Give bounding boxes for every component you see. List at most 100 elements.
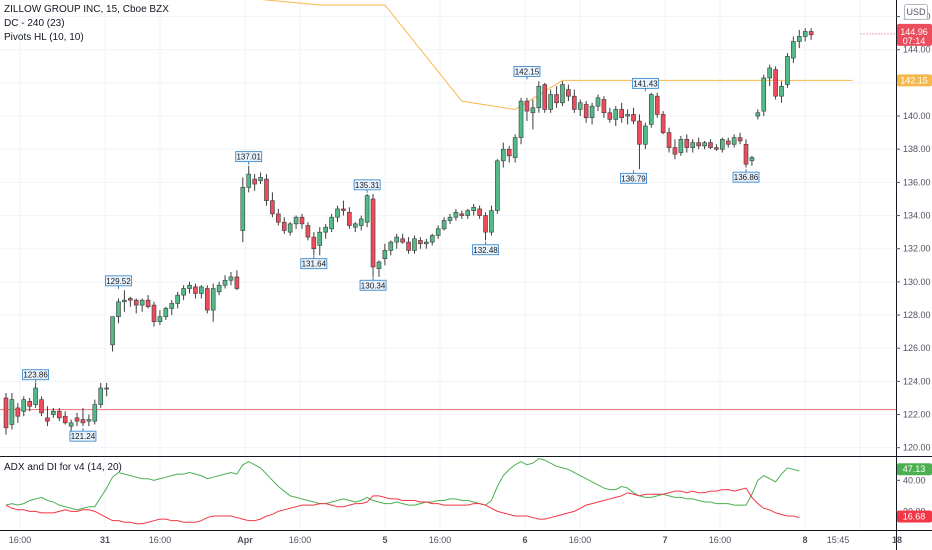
candlestick-series <box>3 28 814 435</box>
candle-body <box>104 387 109 390</box>
price-tick-label: 120.00 <box>903 443 931 453</box>
candle-body <box>690 142 696 148</box>
candle-body <box>258 177 263 182</box>
candle-body <box>400 238 405 243</box>
currency-button[interactable]: USD <box>904 4 928 20</box>
candle-body <box>9 399 15 425</box>
adx-indicator-label[interactable]: ADX and DI for v4 (14, 20) <box>4 462 122 473</box>
pivot-label: 137.01 <box>236 153 261 162</box>
last-price-value: 144.96 <box>900 27 928 37</box>
candle-body <box>299 216 305 225</box>
pivot-label: 136.86 <box>734 173 759 182</box>
time-tick-label: 7 <box>662 535 667 545</box>
candle-body <box>157 316 163 322</box>
candle-body <box>577 102 583 110</box>
candle-body <box>163 308 169 318</box>
donchian-channel-line <box>261 0 853 110</box>
candle-body <box>74 417 80 422</box>
candle-body <box>80 419 86 424</box>
candle-body <box>536 85 542 109</box>
candle-body <box>264 178 269 201</box>
candle-body <box>447 216 453 221</box>
indicator-pivots-label[interactable]: Pivots HL (10, 10) <box>4 32 84 43</box>
time-tick-label: 16:00 <box>709 535 732 545</box>
candle-body <box>122 299 127 303</box>
candle-body <box>459 213 465 216</box>
di-plus-line <box>5 458 800 511</box>
candle-body <box>388 241 394 251</box>
price-tick-label: 124.00 <box>903 376 931 386</box>
candle-body <box>222 279 228 286</box>
time-tick-label: 16:00 <box>9 535 32 545</box>
time-tick-label: 15:45 <box>827 535 850 545</box>
pivot-label: 130.34 <box>361 281 386 290</box>
price-axis-bg <box>897 0 932 456</box>
candle-body <box>441 220 447 230</box>
candle-body <box>684 138 690 148</box>
price-tick-label: 126.00 <box>903 343 931 353</box>
candle-body <box>210 288 216 311</box>
candle-body <box>169 303 175 309</box>
candle-body <box>435 228 441 236</box>
candle-body <box>708 142 713 148</box>
candle-body <box>287 223 293 233</box>
candle-body <box>808 31 814 36</box>
candle-body <box>270 200 275 215</box>
pivot-label: 135.31 <box>355 181 380 190</box>
donchian-upper-line <box>261 0 853 110</box>
candle-body <box>252 178 257 185</box>
candle-body <box>648 94 654 125</box>
candle-body <box>802 31 808 37</box>
time-axis[interactable]: 16:00 31 16:00 Apr 16:00 5 16:00 6 16:00 7 16:00 8 1… <box>9 535 902 545</box>
di-minus-line <box>5 487 800 525</box>
candle-body <box>341 208 346 211</box>
pivot-label: 121.24 <box>71 432 96 441</box>
candle-body <box>382 250 388 259</box>
time-tick-label: 16:00 <box>289 535 312 545</box>
candle-body <box>21 399 27 412</box>
candle-body <box>489 210 494 233</box>
candle-body <box>305 225 311 238</box>
candle-body <box>743 143 749 165</box>
candle-body <box>725 140 731 145</box>
candle-body <box>554 94 559 104</box>
price-axis[interactable]: 146.00144.00142.00140.00138.00136.00134.… <box>896 0 932 456</box>
bar-countdown: 07:14 <box>903 36 926 46</box>
candle-body <box>39 399 44 414</box>
di-plus-value: 47.13 <box>903 464 926 474</box>
candle-body <box>465 210 471 216</box>
candle-body <box>524 100 530 112</box>
pivot-label-box <box>22 369 50 381</box>
adx-tick-label: 40.00 <box>903 475 926 485</box>
symbol-title[interactable]: ZILLOW GROUP INC, 15, Cboe BZX <box>4 4 169 15</box>
candle-body <box>755 112 761 117</box>
pivot-label-box <box>69 430 97 442</box>
candle-body <box>418 240 423 245</box>
pivot-label-box <box>631 77 659 89</box>
candle-body <box>477 208 482 216</box>
candle-body <box>429 235 435 243</box>
candle-body <box>483 215 488 233</box>
candle-body <box>566 89 571 97</box>
pivot-label-box <box>732 171 760 183</box>
candle-body <box>56 410 62 419</box>
adx-pane <box>5 458 800 525</box>
price-tick-label: 138.00 <box>903 144 931 154</box>
candle-body <box>530 107 536 114</box>
candle-body <box>62 415 68 424</box>
candle-body <box>27 400 32 407</box>
price-tick-label: 134.00 <box>903 211 931 221</box>
candle-body <box>767 67 772 79</box>
candle-body <box>512 137 518 158</box>
candle-body <box>175 294 180 304</box>
candle-body <box>187 284 192 289</box>
candle-body <box>364 195 370 223</box>
pivot-label-box <box>353 179 381 191</box>
indicator-dc-label[interactable]: DC - 240 (23) <box>4 18 65 29</box>
candle-body <box>696 142 701 147</box>
candle-body <box>714 147 719 150</box>
candle-body <box>352 223 358 228</box>
